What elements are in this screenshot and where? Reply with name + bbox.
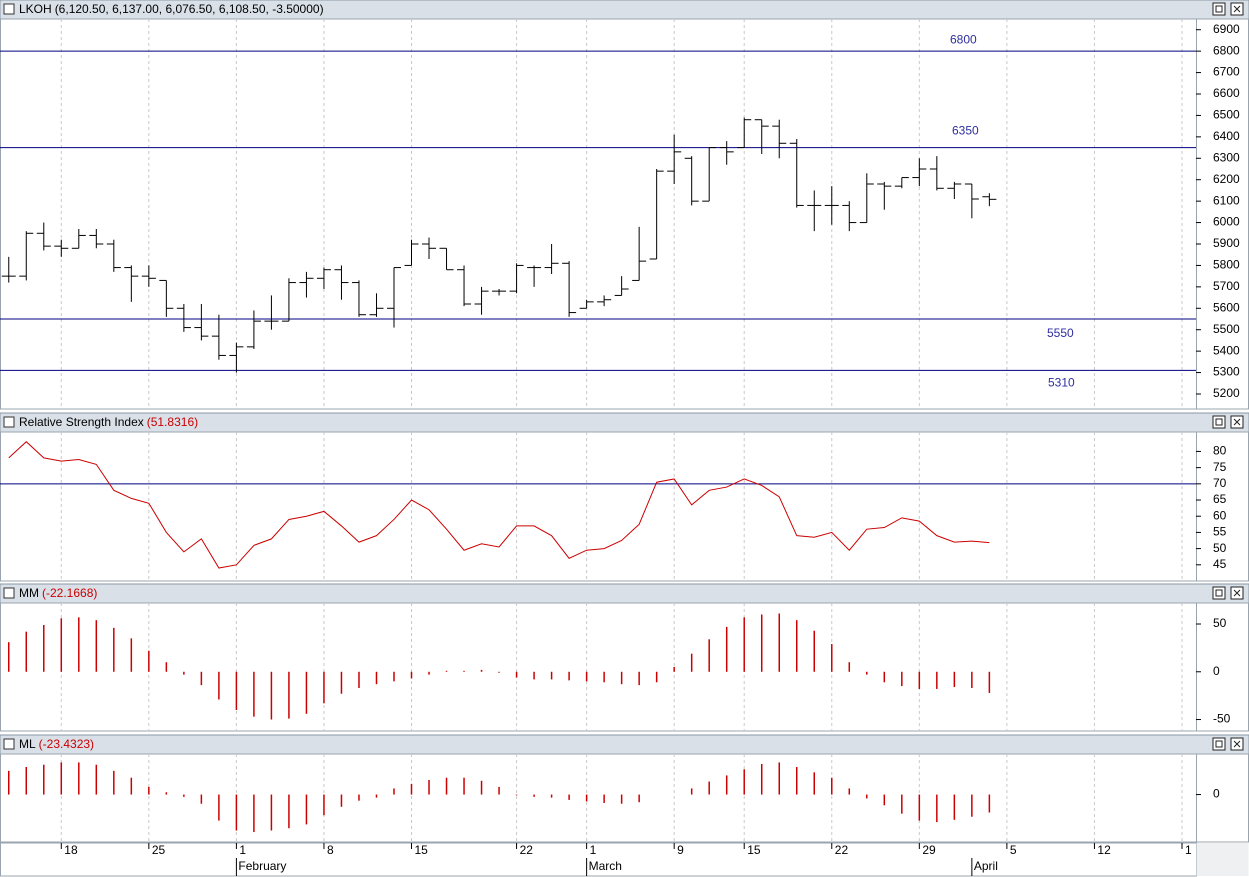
y-tick-label: 5800: [1213, 258, 1240, 272]
x-tick-label: 12: [1097, 843, 1111, 857]
date-axis: [0, 842, 1197, 877]
y-tick-label: 6800: [1213, 43, 1240, 57]
pane-title-text: MM: [19, 586, 39, 600]
x-tick-label: 22: [520, 843, 534, 857]
x-tick-label: 1: [239, 843, 246, 857]
pane-title-text: Relative Strength Index: [19, 415, 144, 429]
axis-panel: [1196, 18, 1249, 410]
plot-area: [0, 431, 1197, 582]
icon-glyph: [1233, 418, 1241, 426]
maximize-button[interactable]: [1212, 586, 1226, 600]
pane-header: [0, 734, 1249, 755]
y-tick-label: 6600: [1213, 86, 1240, 100]
y-tick-label: 5600: [1213, 300, 1240, 314]
icon-glyph: [1233, 740, 1241, 748]
x-tick-label: 25: [152, 843, 166, 857]
y-tick-label: 0: [1213, 787, 1220, 801]
axis-panel: [1196, 753, 1249, 843]
y-tick-label: 0: [1213, 664, 1220, 678]
y-tick-label: 80: [1213, 444, 1227, 458]
x-tick-label: 18: [64, 843, 78, 857]
y-tick-label: 6100: [1213, 193, 1240, 207]
y-tick-label: 5200: [1213, 386, 1240, 400]
axis-corner: [1196, 843, 1249, 876]
y-tick-label: 75: [1213, 460, 1227, 474]
pane-title: ML (-23.4323): [19, 737, 94, 751]
y-tick-label: 6500: [1213, 108, 1240, 122]
plot-area: [0, 753, 1197, 843]
y-tick-label: 45: [1213, 557, 1227, 571]
pane-icon: [3, 738, 15, 750]
pane-title-value: (6,120.50, 6,137.00, 6,076.50, 6,108.50,…: [55, 2, 324, 16]
pane-title-text: LKOH: [19, 2, 52, 16]
month-label: February: [238, 859, 286, 873]
plot-area: [0, 602, 1197, 732]
pane-title: Relative Strength Index (51.8316): [19, 415, 198, 429]
pane-title: LKOH (6,120.50, 6,137.00, 6,076.50, 6,108…: [19, 2, 324, 16]
x-tick-label: 5: [1010, 843, 1017, 857]
pane-title: MM (-22.1668): [19, 586, 97, 600]
y-tick-label: 6300: [1213, 150, 1240, 164]
x-tick-label: 1: [1185, 843, 1192, 857]
pane-header: [0, 583, 1249, 604]
x-tick-label: 15: [747, 843, 761, 857]
y-tick-label: 55: [1213, 525, 1227, 539]
month-label: March: [589, 859, 622, 873]
y-tick-label: 6700: [1213, 65, 1240, 79]
x-tick-label: 8: [327, 843, 334, 857]
pane-title-value: (-23.4323): [39, 737, 94, 751]
y-tick-label: 50: [1213, 616, 1227, 630]
maximize-button[interactable]: [1212, 737, 1226, 751]
x-tick-label: 22: [835, 843, 849, 857]
y-tick-label: 6000: [1213, 215, 1240, 229]
y-tick-label: 50: [1213, 541, 1227, 555]
pane-title-text: ML: [19, 737, 36, 751]
maximize-button[interactable]: [1212, 2, 1226, 16]
level-label: 5310: [1048, 376, 1075, 390]
maximize-button[interactable]: [1212, 415, 1226, 429]
y-tick-label: 6400: [1213, 129, 1240, 143]
x-tick-label: 9: [677, 843, 684, 857]
axis-panel: [1196, 602, 1249, 732]
icon-glyph: [1215, 418, 1223, 426]
rsi-line: [8, 441, 990, 569]
y-tick-label: 6200: [1213, 172, 1240, 186]
pane-icon: [3, 587, 15, 599]
pane-title-value: (-22.1668): [42, 586, 97, 600]
y-tick-label: 5400: [1213, 343, 1240, 357]
icon-glyph: [1215, 589, 1223, 597]
pane-title-value: (51.8316): [147, 415, 198, 429]
icon-glyph: [1215, 5, 1223, 13]
pane-icon: [3, 3, 15, 15]
level-label: 5550: [1047, 326, 1074, 340]
y-tick-label: -50: [1213, 712, 1231, 726]
y-tick-label: 6900: [1213, 22, 1240, 36]
x-tick-label: 15: [415, 843, 429, 857]
icon-glyph: [1233, 5, 1241, 13]
level-label: 6800: [950, 32, 977, 46]
y-tick-label: 60: [1213, 508, 1227, 522]
y-tick-label: 65: [1213, 492, 1227, 506]
pane-icon: [3, 416, 15, 428]
y-tick-label: 5500: [1213, 322, 1240, 336]
plot-area: [0, 18, 1197, 410]
month-label: April: [974, 859, 998, 873]
x-tick-label: 1: [590, 843, 597, 857]
y-tick-label: 70: [1213, 476, 1227, 490]
icon-glyph: [1215, 740, 1223, 748]
icon-glyph: [1233, 589, 1241, 597]
x-tick-label: 29: [922, 843, 936, 857]
y-tick-label: 5300: [1213, 365, 1240, 379]
y-tick-label: 5700: [1213, 279, 1240, 293]
y-tick-label: 5900: [1213, 236, 1240, 250]
level-label: 6350: [952, 124, 979, 138]
